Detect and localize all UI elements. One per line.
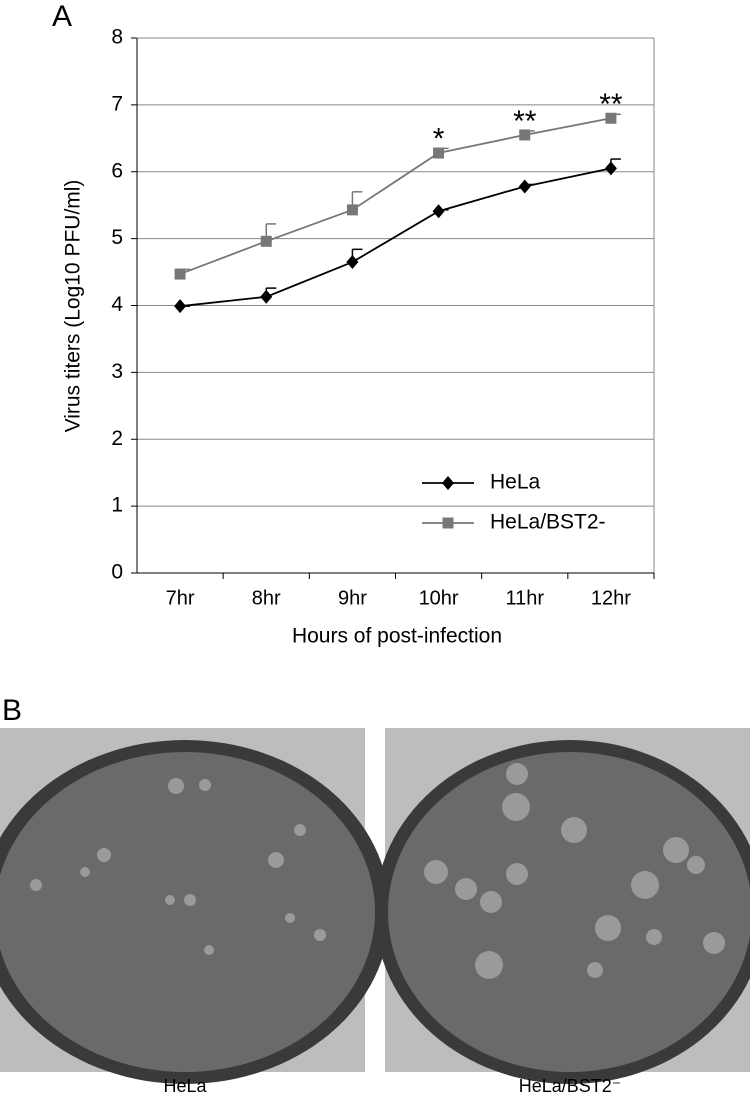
- x-tick-label: 9hr: [338, 587, 367, 609]
- x-tick-label: 10hr: [419, 587, 459, 609]
- point: [605, 112, 617, 124]
- y-tick-label: 5: [111, 226, 123, 249]
- y-tick-label: 4: [111, 293, 123, 316]
- y-tick-label: 0: [111, 561, 123, 584]
- point: [346, 255, 359, 270]
- x-axis-label: Hours of post-infection: [292, 625, 502, 648]
- legend-label: HeLa/BST2-: [490, 511, 606, 534]
- plate-photo: [0, 728, 390, 1084]
- legend-label: HeLa: [490, 471, 541, 494]
- point: [432, 204, 445, 219]
- plate-label: HeLa/BST2⁻: [519, 1076, 622, 1096]
- y-tick-label: 3: [111, 360, 123, 383]
- point: [260, 235, 272, 247]
- series-line: [179, 167, 612, 308]
- panel-label: A: [52, 0, 72, 33]
- x-tick-label: 8hr: [252, 587, 281, 609]
- y-axis-label: Virus titers (Log10 PFU/ml): [62, 180, 85, 433]
- point: [433, 147, 445, 159]
- point: [346, 204, 358, 216]
- plate-label: HeLa: [163, 1076, 207, 1096]
- y-tick-label: 6: [111, 159, 123, 182]
- point: [174, 268, 186, 280]
- panel-label: B: [2, 694, 22, 727]
- y-tick-label: 8: [111, 26, 123, 49]
- x-tick-label: 7hr: [166, 587, 195, 609]
- x-tick-label: 11hr: [505, 587, 544, 609]
- point: [519, 129, 531, 141]
- point: [442, 476, 454, 490]
- significance-label: *: [433, 122, 445, 155]
- point: [260, 289, 273, 304]
- point: [604, 161, 617, 176]
- plate-photo: [375, 728, 750, 1084]
- y-tick-label: 7: [111, 92, 123, 115]
- x-tick-label: 12hr: [591, 587, 631, 609]
- y-tick-label: 1: [111, 494, 123, 517]
- series-line: [179, 117, 612, 275]
- point: [442, 517, 454, 529]
- point: [174, 299, 187, 314]
- significance-label: **: [599, 88, 623, 121]
- point: [518, 179, 531, 194]
- y-tick-label: 2: [111, 427, 123, 450]
- significance-label: **: [513, 105, 537, 138]
